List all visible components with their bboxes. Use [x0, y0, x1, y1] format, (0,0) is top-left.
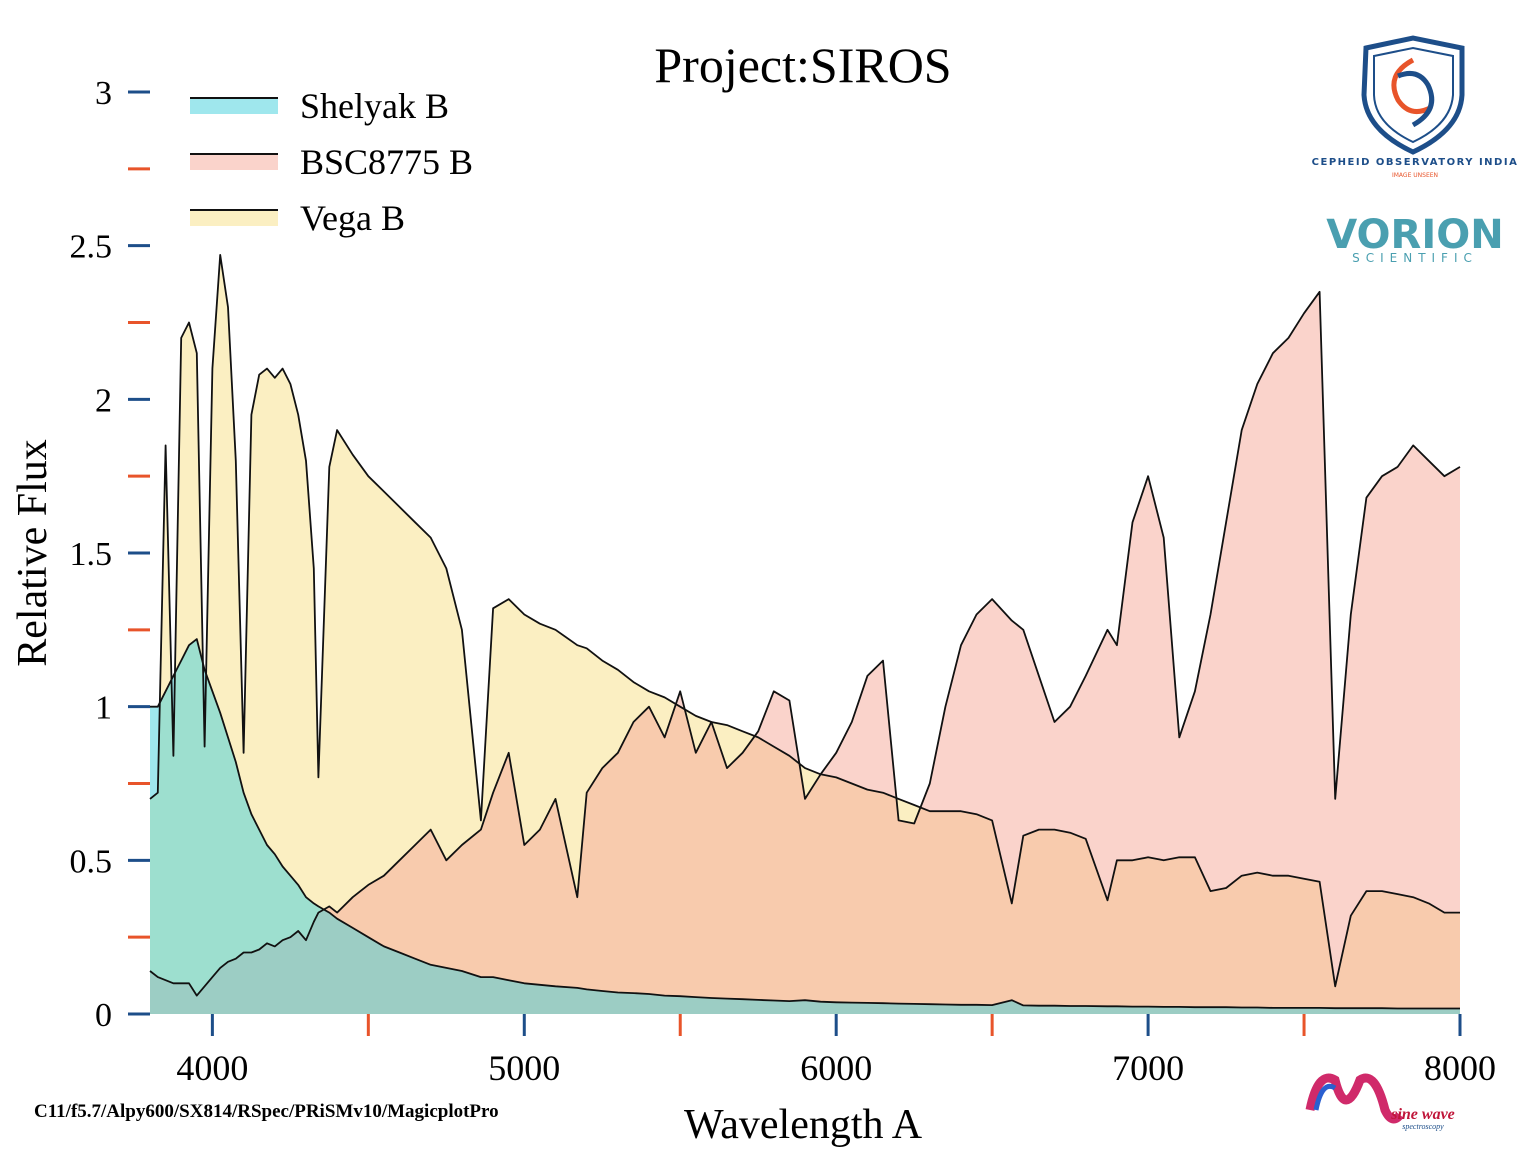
axes: 0 0.5 1 1.5 2 2.5 3 4000 5000 6000 7000 8000: [70, 75, 1497, 1088]
swirl: [1391, 57, 1432, 115]
series-line: [149, 290, 1461, 997]
x-tick-label: 4000: [176, 1048, 248, 1088]
y-tick-label: 0: [95, 997, 112, 1034]
y-tick-label: 0.5: [70, 843, 113, 880]
shield: [1361, 35, 1465, 155]
cepheid-logo: CEPHEID OBSERVATORY INDIA IMAGE UNSEEN: [1312, 35, 1519, 179]
y-axis-label: Relative Flux: [10, 439, 56, 666]
instrument-note: C11/f5.7/Alpy600/SX814/RSpec/PRiSMv10/Ma…: [34, 1101, 499, 1122]
y-tick-label: 2: [95, 382, 112, 419]
series-area: [150, 254, 1460, 1014]
legend: Shelyak B BSC8775 B Vega B: [190, 86, 473, 238]
legend-label: BSC8775 B: [300, 142, 473, 182]
wave: [1313, 1083, 1337, 1111]
swirl: [1397, 71, 1435, 128]
logo-text: CEPHEID OBSERVATORY INDIA: [1312, 157, 1519, 168]
x-tick-label: 5000: [488, 1048, 560, 1088]
x-axis-label: Wavelength A: [684, 1102, 923, 1148]
sinewave-logo: sine wave spectroscopy: [1305, 1073, 1455, 1131]
logo-text: SCIENTIFIC: [1352, 251, 1478, 265]
series-area: [150, 639, 1460, 1014]
legend-swatch: [190, 210, 278, 226]
plot-areas: [150, 254, 1460, 1014]
x-tick-label: 6000: [800, 1048, 872, 1088]
vorion-logo: VORION SCIENTIFIC: [1326, 212, 1503, 265]
y-tick-label: 1: [95, 690, 112, 727]
y-tick-label: 2.5: [70, 229, 113, 266]
y-tick-label: 3: [95, 75, 112, 112]
legend-swatch: [190, 98, 278, 114]
plot-lines: [149, 254, 1461, 1010]
legend-label: Vega B: [300, 198, 405, 238]
series-line: [150, 638, 1460, 1010]
wave: [1305, 1073, 1404, 1124]
legend-label: Shelyak B: [300, 86, 449, 126]
y-tick-label: 1.5: [70, 536, 113, 573]
chart-title: Project:SIROS: [654, 37, 951, 93]
logo-text: sine wave: [1390, 1106, 1455, 1123]
x-tick-label: 7000: [1112, 1048, 1184, 1088]
x-tick-label: 8000: [1424, 1048, 1496, 1088]
legend-swatch: [190, 154, 278, 170]
logo-text: IMAGE UNSEEN: [1392, 172, 1438, 179]
shield-inner: [1373, 46, 1454, 144]
logo-text: VORION: [1326, 212, 1503, 258]
logo-text: spectroscopy: [1402, 1122, 1444, 1131]
